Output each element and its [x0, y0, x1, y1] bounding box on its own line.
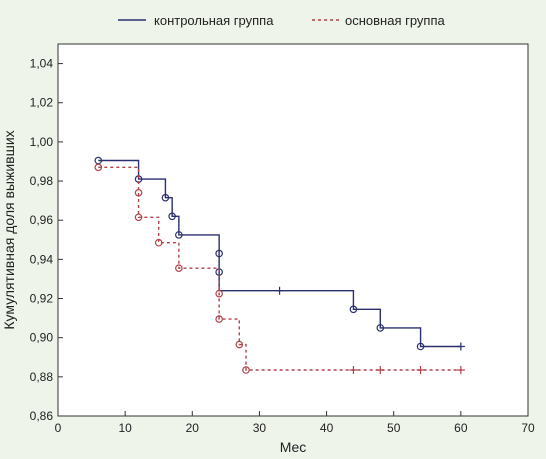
event-marker	[376, 324, 385, 332]
event-marker	[175, 231, 183, 239]
x-tick-label: 60	[454, 421, 468, 435]
event-marker	[215, 289, 223, 298]
legend-label-main: основная группа	[345, 13, 446, 28]
y-axis: 0,86 0,88 0,90 0,92 0,94 0,96 0,98 1,00 1,02 1,04	[30, 57, 63, 423]
y-axis-title: Кумулятивная доля выживших	[1, 130, 17, 329]
y-tick-label: 0,98	[30, 174, 54, 188]
event-marker	[215, 315, 223, 323]
event-marker	[235, 340, 244, 349]
event-marker	[154, 238, 163, 247]
y-tick-label: 1,04	[30, 57, 54, 71]
series-1	[94, 163, 465, 374]
event-marker	[161, 193, 170, 202]
event-marker	[94, 163, 103, 172]
event-marker	[215, 249, 223, 258]
censored-marker	[275, 286, 284, 295]
censored-marker	[456, 342, 465, 351]
legend-label-control: контрольная группа	[154, 13, 274, 28]
censored-marker	[376, 365, 385, 374]
x-tick-label: 10	[118, 421, 132, 435]
x-axis-title: Мес	[280, 439, 307, 455]
x-tick-label: 20	[186, 421, 200, 435]
event-marker	[175, 264, 183, 272]
plot-area	[57, 43, 529, 417]
event-marker	[242, 366, 250, 374]
y-tick-label: 0,92	[30, 292, 54, 306]
legend: контрольная группа основная группа	[118, 13, 446, 28]
y-tick-label: 0,90	[30, 331, 54, 345]
censored-marker	[416, 365, 425, 374]
event-marker	[134, 213, 143, 222]
censored-marker	[349, 365, 358, 374]
y-tick-label: 0,94	[30, 252, 54, 266]
x-tick-label: 40	[320, 421, 334, 435]
series-layer	[94, 156, 465, 374]
y-tick-label: 1,02	[30, 96, 54, 110]
x-tick-label: 0	[55, 421, 62, 435]
event-marker	[416, 342, 425, 351]
series-0	[94, 156, 465, 351]
event-marker	[349, 305, 358, 314]
y-tick-label: 0,88	[30, 370, 54, 384]
x-tick-label: 30	[253, 421, 267, 435]
x-tick-label: 70	[521, 421, 535, 435]
event-marker	[168, 212, 176, 221]
y-tick-label: 0,96	[30, 213, 54, 227]
y-tick-label: 0,86	[30, 409, 54, 423]
event-marker	[134, 189, 143, 197]
y-tick-label: 1,00	[30, 135, 54, 149]
x-axis: 0 10 20 30 40 50 60 70	[55, 411, 535, 435]
x-tick-label: 50	[387, 421, 401, 435]
censored-marker	[456, 365, 465, 374]
